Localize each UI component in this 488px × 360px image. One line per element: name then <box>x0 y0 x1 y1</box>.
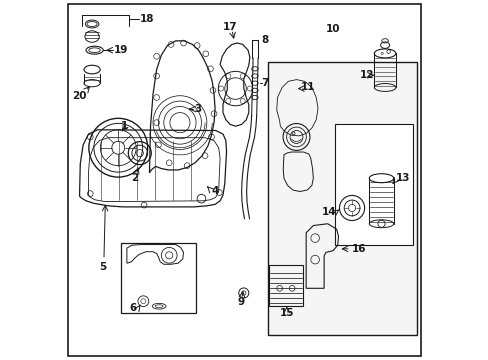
Text: 16: 16 <box>351 244 366 254</box>
Text: 7: 7 <box>261 78 268 88</box>
Text: 6: 6 <box>129 303 137 314</box>
Text: 8: 8 <box>261 35 268 45</box>
Text: 1: 1 <box>121 121 128 131</box>
Text: 17: 17 <box>223 22 237 32</box>
Text: 11: 11 <box>301 82 315 93</box>
Bar <box>121 243 196 313</box>
Text: 12: 12 <box>359 70 373 80</box>
Text: 4: 4 <box>211 186 219 197</box>
Bar <box>267 62 416 335</box>
Text: 9: 9 <box>237 297 244 307</box>
Text: 14: 14 <box>321 207 335 217</box>
Text: 13: 13 <box>395 173 409 183</box>
Text: 15: 15 <box>279 308 293 318</box>
Text: 5: 5 <box>99 262 106 272</box>
Text: 10: 10 <box>325 24 340 34</box>
Text: 3: 3 <box>194 104 201 114</box>
Text: 2: 2 <box>131 173 139 183</box>
Text: 18: 18 <box>140 14 154 24</box>
Bar <box>268 265 303 306</box>
Text: 20: 20 <box>72 91 86 101</box>
Text: 19: 19 <box>113 45 128 55</box>
Bar <box>334 124 412 245</box>
